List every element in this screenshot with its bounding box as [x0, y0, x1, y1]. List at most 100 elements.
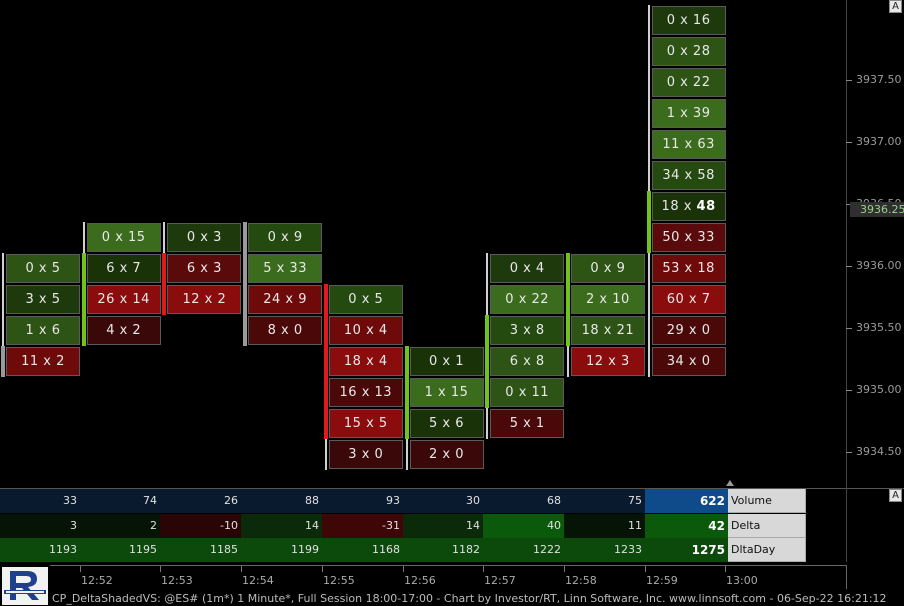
- stat-value: 88: [241, 489, 322, 513]
- price-tick: [846, 80, 852, 81]
- footprint-cell: 0 x 4: [490, 254, 565, 283]
- stat-value: 1195: [80, 538, 160, 562]
- footprint-cell: 6 x 7: [86, 254, 161, 283]
- stat-value: 14: [403, 513, 483, 538]
- footprint-cell: 1 x 6: [6, 316, 80, 345]
- stat-value: 33: [0, 489, 80, 513]
- price-tick: [846, 390, 852, 391]
- time-tick: [564, 566, 565, 572]
- pane-resize-grip-icon[interactable]: [726, 480, 734, 486]
- footprint-cell: 5 x 6: [409, 409, 484, 438]
- stat-value: 1233: [564, 538, 645, 562]
- bar-body: [162, 253, 167, 315]
- bar-body: [1, 346, 5, 377]
- footprint-cell: 0 x 9: [248, 223, 323, 252]
- stat-row-label: Volume: [728, 489, 806, 513]
- time-tick: [725, 566, 726, 572]
- footprint-cell: 6 x 3: [167, 254, 242, 283]
- price-level-label: 3937.00: [856, 135, 902, 148]
- current-price-label: 3936.25: [850, 202, 904, 217]
- stat-value: 14: [241, 513, 322, 538]
- bar-body: [565, 253, 570, 346]
- footprint-cell: 0 x 1: [409, 347, 484, 376]
- time-tick: [160, 566, 161, 572]
- bar-body: [243, 222, 248, 346]
- stat-value: 26: [160, 489, 241, 513]
- bar-body: [646, 191, 651, 253]
- time-tick: [241, 566, 242, 572]
- stat-row-label: Delta: [728, 513, 806, 538]
- footprint-cell: 34 x 0: [651, 347, 726, 376]
- footprint-cell: 15 x 5: [328, 409, 403, 438]
- footprint-cell: 18 x 4: [328, 347, 403, 376]
- time-tick: [80, 566, 81, 572]
- time-label: 12:52: [81, 574, 113, 587]
- time-axis-line: [50, 565, 846, 566]
- price-tick: [846, 142, 852, 143]
- time-label: 13:00: [726, 574, 758, 587]
- stat-value: 3: [0, 513, 80, 538]
- stat-value: 1199: [241, 538, 322, 562]
- footprint-cell: 0 x 5: [6, 254, 80, 283]
- footprint-cell: 8 x 0: [248, 316, 323, 345]
- stat-value: 1193: [0, 538, 80, 562]
- footprint-cell: 0 x 16: [651, 6, 726, 35]
- time-label: 12:55: [323, 574, 355, 587]
- footprint-cell: 29 x 0: [651, 316, 726, 345]
- footprint-cell: 2 x 10: [570, 285, 645, 314]
- stat-value: -31: [322, 513, 403, 538]
- stats-scale-button[interactable]: A: [889, 489, 902, 502]
- footprint-cell: 6 x 8: [490, 347, 565, 376]
- footprint-cell: 18 x 48: [651, 192, 726, 221]
- price-axis-divider: [846, 0, 847, 488]
- footprint-cell: 0 x 22: [490, 285, 565, 314]
- stat-value: 1275: [645, 538, 728, 562]
- time-label: 12:58: [565, 574, 597, 587]
- stat-value: 30: [403, 489, 483, 513]
- price-level-label: 3935.00: [856, 383, 902, 396]
- stat-value: 1185: [160, 538, 241, 562]
- bar-body: [404, 346, 409, 439]
- footprint-cell: 34 x 58: [651, 161, 726, 190]
- footprint-cell: 4 x 2: [86, 316, 161, 345]
- footprint-cell: 1 x 39: [651, 99, 726, 128]
- price-level-label: 3935.50: [856, 321, 902, 334]
- price-tick: [846, 204, 852, 205]
- time-label: 12:53: [161, 574, 193, 587]
- footprint-cell: 0 x 11: [490, 378, 565, 407]
- chart-footer: CP_DeltaShadedVS: @ES# (1m*) 1 Minute*, …: [52, 592, 887, 605]
- footprint-cell: 12 x 3: [570, 347, 645, 376]
- price-tick: [846, 452, 852, 453]
- footprint-cell: 60 x 7: [651, 285, 726, 314]
- stat-value: 1222: [483, 538, 564, 562]
- time-label: 12:57: [484, 574, 516, 587]
- footprint-cell: 11 x 2: [6, 347, 80, 376]
- stat-value: 75: [564, 489, 645, 513]
- stat-value: 11: [564, 513, 645, 538]
- footprint-cell: 0 x 9: [570, 254, 645, 283]
- footprint-cell: 3 x 8: [490, 316, 565, 345]
- bar-body: [323, 284, 328, 439]
- investor-rt-logo-icon: [2, 567, 48, 605]
- bar-body: [485, 315, 490, 408]
- price-scale-button[interactable]: A: [889, 0, 902, 13]
- footprint-cell: 53 x 18: [651, 254, 726, 283]
- stat-value: 2: [80, 513, 160, 538]
- price-level-label: 3934.50: [856, 445, 902, 458]
- price-level-label: 3936.00: [856, 259, 902, 272]
- footprint-cell: 10 x 4: [328, 316, 403, 345]
- price-tick: [846, 266, 852, 267]
- time-tick: [322, 566, 323, 572]
- time-label: 12:56: [404, 574, 436, 587]
- stat-value: 1168: [322, 538, 403, 562]
- time-tick: [403, 566, 404, 572]
- footprint-cell: 3 x 5: [6, 285, 80, 314]
- stats-axis-divider: [846, 488, 847, 562]
- footprint-cell: 2 x 0: [409, 440, 484, 469]
- footprint-cell: 0 x 3: [167, 223, 242, 252]
- bar-body: [81, 253, 86, 346]
- footprint-cell: 26 x 14: [86, 285, 161, 314]
- stats-pane-divider: [0, 488, 904, 489]
- stat-value: 74: [80, 489, 160, 513]
